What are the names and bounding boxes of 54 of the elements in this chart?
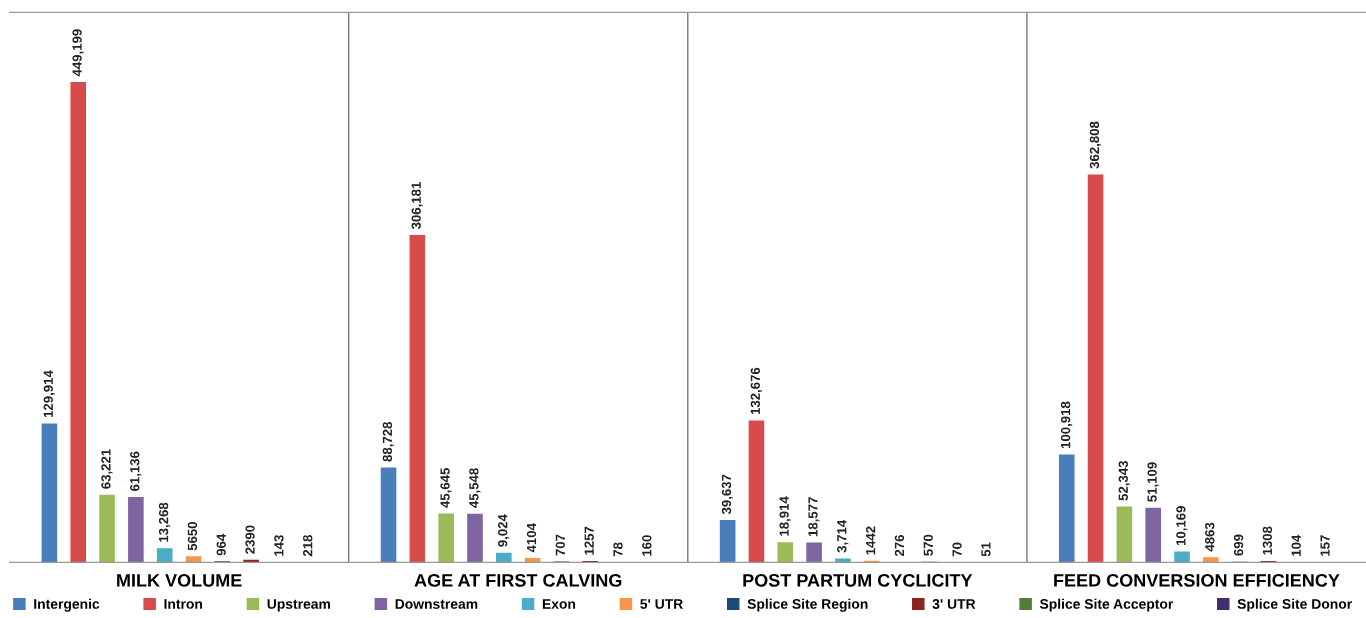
- data-label: 449,199: [72, 29, 84, 77]
- data-label: 52,343: [1118, 460, 1130, 501]
- data-label: 4104: [526, 523, 537, 553]
- data-label: 218: [303, 534, 313, 557]
- data-label: 3,714: [837, 519, 849, 553]
- x-tick-label: FEED CONVERSION EFFICIENCY: [1054, 573, 1340, 587]
- legend-label: Splice Site Acceptor: [1039, 598, 1174, 612]
- data-label: 13,268: [158, 502, 171, 542]
- data-label: 707: [555, 534, 565, 556]
- data-label: 157: [1320, 535, 1330, 556]
- data-label: 5650: [187, 521, 198, 551]
- legend-label: Intron: [164, 599, 203, 609]
- data-label: 306,181: [411, 182, 423, 230]
- legend-label: Upstream: [267, 599, 330, 612]
- data-label: 78: [613, 542, 623, 557]
- data-label: 88,728: [382, 421, 394, 462]
- legend-label: Splice Site Donor: [1237, 598, 1352, 612]
- data-label: 70: [952, 542, 962, 557]
- data-label: 143: [274, 535, 284, 556]
- data-label: 1257: [584, 526, 594, 555]
- legend-label: 3' UTR: [932, 599, 976, 609]
- data-label: 129,914: [43, 370, 55, 418]
- data-label: 570: [923, 534, 933, 556]
- data-label: 699: [1233, 534, 1244, 556]
- data-label: 2390: [245, 525, 255, 554]
- data-label: 104: [1291, 534, 1301, 556]
- data-label: 362,808: [1089, 121, 1102, 169]
- data-label: 61,136: [130, 451, 142, 491]
- legend-label: Intergenic: [34, 598, 100, 612]
- data-label: 18,577: [808, 497, 820, 537]
- x-tick-label: AGE AT FIRST CALVING: [414, 573, 622, 587]
- data-label: 132,676: [750, 367, 762, 415]
- data-label: 39,637: [721, 474, 734, 515]
- data-label: 51,109: [1147, 462, 1159, 502]
- legend-label: Exon: [542, 599, 576, 609]
- data-label: 51: [981, 542, 991, 557]
- data-label: 1308: [1262, 526, 1273, 555]
- data-label: 45,645: [440, 468, 452, 508]
- legend-label: Downstream: [395, 599, 478, 609]
- data-label: 9,024: [498, 514, 510, 547]
- x-tick-label: MILK VOLUME: [117, 573, 242, 587]
- legend-label: 5' UTR: [640, 599, 683, 609]
- data-label: 18,914: [779, 496, 791, 536]
- data-label: 1442: [865, 526, 876, 555]
- data-label: 4863: [1205, 522, 1215, 552]
- data-label: 160: [642, 535, 652, 556]
- data-label: 45,548: [469, 468, 481, 508]
- data-label: 964: [216, 533, 226, 556]
- x-tick-label: POST PARTUM CYCLICITY: [743, 573, 973, 587]
- data-label: 63,221: [101, 449, 113, 489]
- legend-label: Splice Site Region: [747, 598, 868, 612]
- data-label: 276: [894, 534, 905, 557]
- data-label: 100,918: [1060, 401, 1073, 449]
- data-label: 10,169: [1176, 506, 1188, 546]
